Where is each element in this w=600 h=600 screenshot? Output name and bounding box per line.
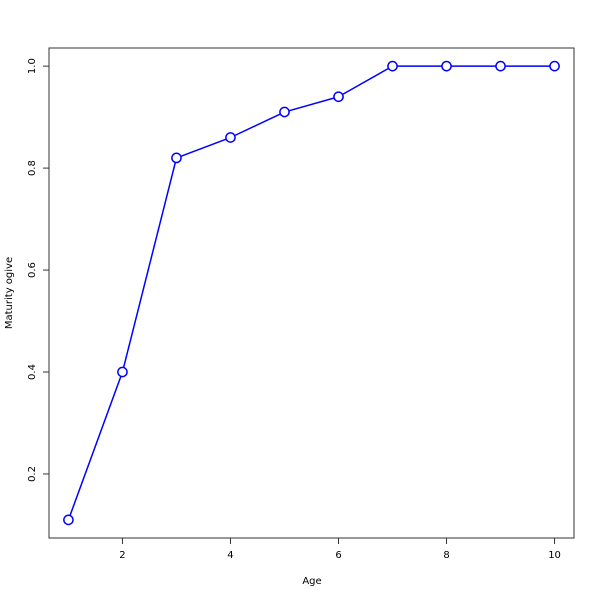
y-tick-label: 1.0 — [27, 58, 38, 74]
y-tick-label: 0.8 — [27, 160, 38, 176]
plot-frame — [48, 47, 575, 539]
x-tick-label: 8 — [443, 550, 449, 561]
series-line — [63, 60, 560, 526]
data-point — [387, 60, 398, 72]
x-tick-label: 2 — [119, 550, 125, 561]
line-segment — [69, 376, 122, 516]
data-point — [117, 366, 128, 378]
line-segment — [180, 138, 227, 157]
line-segment — [342, 67, 389, 95]
line-segment — [234, 113, 281, 137]
data-point — [549, 60, 560, 72]
y-axis: 0.2 0.4 0.6 0.8 1.0 — [27, 58, 49, 482]
data-point — [441, 60, 452, 72]
x-tick-label: 6 — [335, 550, 341, 561]
y-axis-label: Maturity ogive — [4, 257, 15, 329]
x-tick-label: 10 — [548, 550, 561, 561]
x-axis-label: Age — [302, 576, 321, 587]
x-axis: 2 4 6 8 10 — [119, 538, 561, 561]
data-point — [495, 60, 506, 72]
y-tick-label: 0.4 — [27, 364, 38, 380]
line-segment — [289, 97, 334, 112]
data-point — [225, 132, 236, 143]
y-tick-label: 0.6 — [27, 262, 38, 278]
data-point — [333, 91, 344, 103]
data-point — [63, 514, 74, 526]
x-tick-label: 4 — [227, 550, 233, 561]
data-point — [171, 152, 182, 164]
line-segment — [122, 162, 176, 368]
data-point — [279, 106, 290, 118]
y-tick-label: 0.2 — [27, 466, 38, 482]
